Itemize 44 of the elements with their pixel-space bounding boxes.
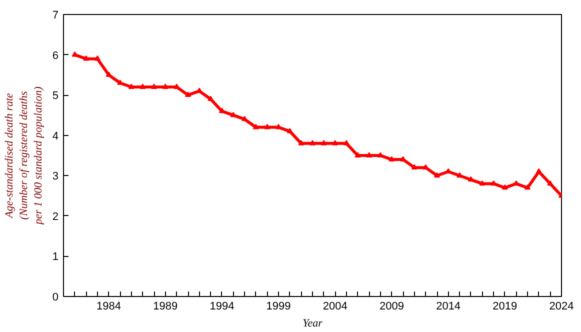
point xyxy=(162,84,168,89)
y-tick-label: 1 xyxy=(52,251,59,264)
x-tick-label: 2014 xyxy=(436,300,461,312)
point xyxy=(354,152,361,158)
point xyxy=(286,128,293,134)
point xyxy=(185,92,191,98)
point xyxy=(502,184,508,190)
x-tick-label: 1994 xyxy=(210,300,234,312)
point xyxy=(524,184,531,190)
point xyxy=(479,180,486,186)
point xyxy=(264,124,270,130)
y-tick-label: 7 xyxy=(52,10,59,22)
y-axis-title: Age-standardised death rate (Number of registered deaths per 1 000 standard population) xyxy=(4,86,44,226)
point xyxy=(128,84,134,89)
x-axis-title: Year xyxy=(302,318,324,330)
x-tick-label: 2004 xyxy=(322,300,348,312)
x-tick-label: 2019 xyxy=(492,300,518,312)
x-tick-label: 1984 xyxy=(96,300,122,312)
point xyxy=(320,140,327,146)
point xyxy=(366,152,372,158)
x-tick-label: 1989 xyxy=(153,300,178,312)
point xyxy=(252,124,259,130)
point xyxy=(310,140,316,146)
y-tick-label: 2 xyxy=(52,210,59,223)
point xyxy=(83,55,90,61)
y-tick-label: 6 xyxy=(52,50,59,62)
point xyxy=(332,140,338,146)
point xyxy=(434,172,440,178)
y-tick-label: 3 xyxy=(52,170,59,183)
point xyxy=(388,156,395,162)
x-tick-label: 1999 xyxy=(266,300,291,312)
point xyxy=(547,180,554,186)
x-tick-label: 2024 xyxy=(549,300,574,312)
point xyxy=(343,140,350,146)
y-tick-label: 4 xyxy=(52,130,59,142)
x-tick-label: 2009 xyxy=(379,300,404,312)
point xyxy=(298,140,304,146)
point xyxy=(151,84,158,89)
point xyxy=(208,96,214,102)
point xyxy=(411,164,418,170)
point xyxy=(94,55,100,61)
y-tick-label: 5 xyxy=(52,90,59,102)
y-tick-label: 0 xyxy=(52,292,59,304)
point xyxy=(140,84,146,89)
